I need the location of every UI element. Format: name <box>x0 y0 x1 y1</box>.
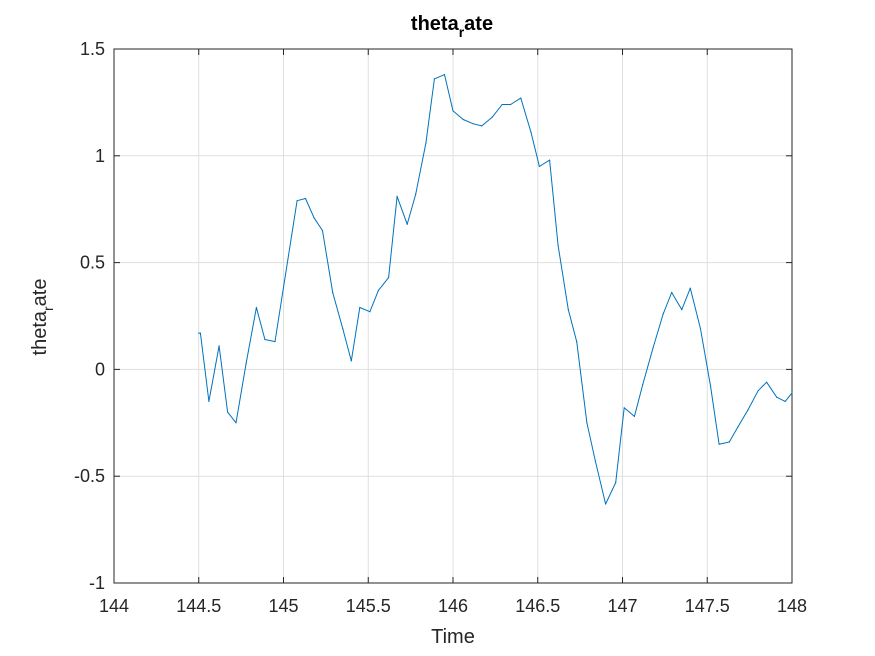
data-point <box>605 503 607 505</box>
y-tick-label: 0 <box>95 359 105 379</box>
axis-ticks <box>113 48 793 584</box>
data-point <box>199 332 201 334</box>
x-tick-label: 146.5 <box>515 596 560 616</box>
y-axis-label: thetarate <box>29 279 56 356</box>
data-point <box>491 116 493 118</box>
data-point <box>538 165 541 168</box>
data-point <box>304 197 307 200</box>
data-point <box>501 103 503 106</box>
data-point <box>452 110 454 112</box>
data-point <box>549 159 551 161</box>
y-tick-label: -1 <box>89 573 105 593</box>
x-tick-labels: 144 144.5 145 145.5 146 146.5 147 147.5 148 <box>99 596 807 616</box>
data-point <box>377 289 379 291</box>
data-point <box>615 482 617 484</box>
data-point <box>586 422 588 424</box>
data-point <box>642 383 644 385</box>
data-point <box>567 309 569 311</box>
data-point <box>472 123 474 125</box>
x-tick-label: 147.5 <box>685 596 730 616</box>
data-point <box>227 411 229 413</box>
data-point <box>198 332 200 334</box>
x-tick-label: 144 <box>99 596 129 616</box>
title-subscript: r <box>459 24 465 40</box>
data-point <box>681 309 683 311</box>
data-point <box>557 244 559 247</box>
data-point <box>313 217 315 219</box>
data-point <box>757 390 759 392</box>
x-tick-label: 146 <box>438 596 468 616</box>
data-point <box>530 131 532 133</box>
data-point <box>425 142 427 144</box>
title-rest: ate <box>464 13 493 35</box>
data-point <box>415 193 417 195</box>
data-point <box>737 426 739 428</box>
y-tick-label: -0.5 <box>74 466 105 486</box>
x-tick-label: 144.5 <box>176 596 221 616</box>
ylabel-rest: ate <box>29 279 51 307</box>
data-point <box>633 415 636 417</box>
chart-title: thetarate <box>411 13 493 40</box>
data-point <box>443 74 446 76</box>
data-point <box>623 407 625 409</box>
data-point <box>235 422 237 424</box>
data-point <box>433 78 435 80</box>
data-point <box>332 291 334 294</box>
series-layer <box>198 74 793 505</box>
data-point <box>208 400 210 402</box>
y-tick-label: 1.5 <box>80 39 105 59</box>
x-tick-label: 147 <box>607 596 637 616</box>
y-tick-label: 0.5 <box>80 253 105 273</box>
data-point <box>296 200 298 202</box>
data-point <box>245 362 247 364</box>
data-point <box>481 125 483 127</box>
data-point <box>710 385 712 388</box>
data-point <box>396 195 398 197</box>
data-point <box>388 277 390 279</box>
data-point <box>718 443 720 445</box>
data-point <box>369 311 371 313</box>
data-point <box>264 338 266 341</box>
data-point <box>671 291 673 294</box>
data-point <box>342 328 344 330</box>
data-point <box>520 97 522 99</box>
data-point <box>510 103 512 106</box>
x-tick-label: 145 <box>268 596 298 616</box>
grid-lines <box>113 48 793 584</box>
data-point <box>462 118 464 121</box>
y-tick-labels: -1 -0.5 0 0.5 1 1.5 <box>74 39 105 593</box>
data-point <box>274 341 276 343</box>
x-tick-label: 148 <box>777 596 807 616</box>
title-main: theta <box>411 13 460 35</box>
data-point <box>359 306 361 309</box>
data-point <box>747 409 749 411</box>
data-point <box>689 287 691 289</box>
x-tick-label: 145.5 <box>346 596 391 616</box>
x-axis-label: Time <box>431 626 475 648</box>
data-point <box>255 306 257 309</box>
data-point <box>576 341 578 343</box>
data-point <box>594 460 597 462</box>
data-point <box>218 345 220 347</box>
ylabel-subscript: r <box>40 306 56 311</box>
series-line <box>198 74 793 505</box>
data-point <box>321 230 324 232</box>
y-tick-label: 1 <box>95 146 105 166</box>
data-point <box>791 392 793 394</box>
ylabel-main: theta <box>29 310 51 355</box>
data-point <box>776 396 778 398</box>
data-point <box>728 441 730 443</box>
data-point <box>350 360 352 362</box>
data-point <box>784 400 786 402</box>
data-point <box>766 381 768 383</box>
data-point <box>652 347 654 349</box>
data-point <box>406 223 408 225</box>
data-point <box>662 313 664 315</box>
data-point <box>699 328 702 330</box>
